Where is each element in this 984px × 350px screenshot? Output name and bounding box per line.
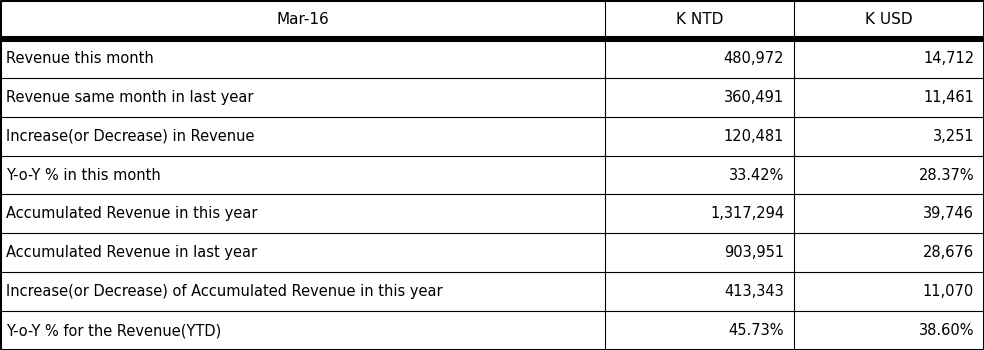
- Text: 3,251: 3,251: [933, 128, 974, 143]
- Text: Increase(or Decrease) of Accumulated Revenue in this year: Increase(or Decrease) of Accumulated Rev…: [6, 284, 443, 299]
- Text: 28.37%: 28.37%: [918, 168, 974, 182]
- Text: 28,676: 28,676: [923, 245, 974, 260]
- Text: 360,491: 360,491: [724, 90, 784, 105]
- Text: Accumulated Revenue in this year: Accumulated Revenue in this year: [6, 206, 258, 222]
- Text: Revenue this month: Revenue this month: [6, 51, 154, 66]
- Text: 1,317,294: 1,317,294: [710, 206, 784, 222]
- Text: Revenue same month in last year: Revenue same month in last year: [6, 90, 254, 105]
- Text: 903,951: 903,951: [724, 245, 784, 260]
- Text: 45.73%: 45.73%: [729, 323, 784, 338]
- Text: 120,481: 120,481: [724, 128, 784, 143]
- Text: Y-o-Y % for the Revenue(YTD): Y-o-Y % for the Revenue(YTD): [6, 323, 221, 338]
- Text: Mar-16: Mar-16: [277, 12, 329, 27]
- Text: Y-o-Y % in this month: Y-o-Y % in this month: [6, 168, 160, 182]
- Text: 11,070: 11,070: [923, 284, 974, 299]
- Text: Accumulated Revenue in last year: Accumulated Revenue in last year: [6, 245, 257, 260]
- Text: 413,343: 413,343: [724, 284, 784, 299]
- Text: 480,972: 480,972: [724, 51, 784, 66]
- Text: 11,461: 11,461: [923, 90, 974, 105]
- Text: 14,712: 14,712: [923, 51, 974, 66]
- Text: 38.60%: 38.60%: [919, 323, 974, 338]
- Text: K USD: K USD: [865, 12, 913, 27]
- Text: K NTD: K NTD: [676, 12, 723, 27]
- Text: Increase(or Decrease) in Revenue: Increase(or Decrease) in Revenue: [6, 128, 255, 143]
- Text: 33.42%: 33.42%: [729, 168, 784, 182]
- Text: 39,746: 39,746: [923, 206, 974, 222]
